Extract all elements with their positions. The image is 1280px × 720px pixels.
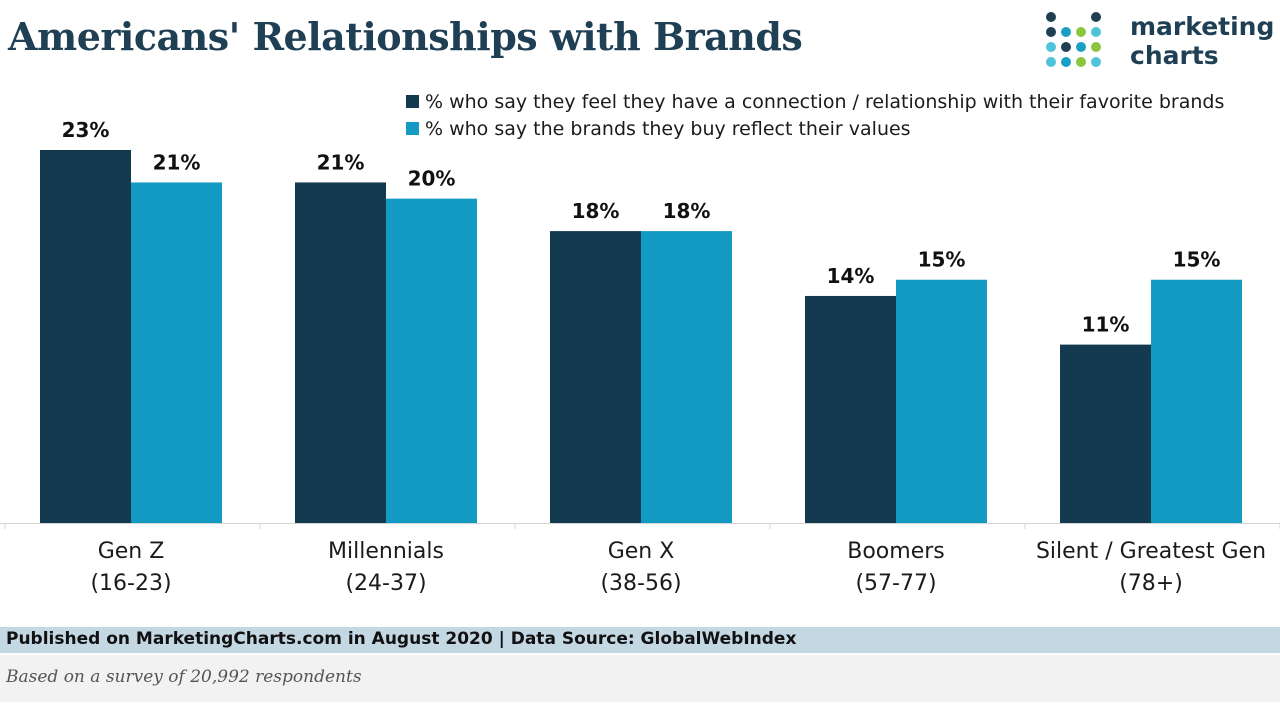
footer-note-bar: Based on a survey of 20,992 respondents	[0, 655, 1280, 702]
category-label-1: Millennials	[328, 539, 444, 564]
logo-dot	[1061, 42, 1071, 52]
marketing-charts-logo: marketing charts	[1044, 10, 1280, 76]
logo-line-1: marketing	[1130, 12, 1275, 41]
bar-values-1	[386, 198, 477, 524]
data-label-connection-4: 11%	[1082, 313, 1130, 337]
category-sublabel-1: (24-37)	[345, 571, 426, 596]
legend-item-connection: % who say they feel they have a connecti…	[406, 88, 1224, 115]
logo-dot	[1046, 42, 1056, 52]
category-label-3: Boomers	[847, 539, 945, 564]
logo-dot	[1076, 42, 1086, 52]
data-label-values-0: 21%	[153, 150, 201, 174]
data-label-connection-1: 21%	[317, 150, 365, 174]
logo-dot	[1091, 42, 1101, 52]
footer-source-bar: Published on MarketingCharts.com in Augu…	[0, 627, 1280, 653]
legend-label-values: % who say the brands they buy reflect th…	[425, 117, 911, 140]
bar-connection-3	[805, 295, 896, 523]
category-sublabel-3: (57-77)	[855, 571, 936, 596]
logo-dot	[1046, 27, 1056, 37]
logo-dot	[1046, 12, 1056, 22]
logo-dot	[1061, 57, 1071, 67]
data-label-connection-3: 14%	[827, 264, 875, 288]
data-label-values-1: 20%	[408, 167, 456, 191]
bar-connection-4	[1060, 344, 1151, 523]
data-label-connection-2: 18%	[572, 199, 620, 223]
category-label-2: Gen X	[608, 539, 675, 564]
bar-connection-1	[295, 182, 386, 523]
bar-values-2	[641, 231, 732, 523]
chart-legend: % who say they feel they have a connecti…	[406, 88, 1224, 142]
data-label-values-2: 18%	[663, 199, 711, 223]
logo-dot	[1091, 12, 1101, 22]
data-label-connection-0: 23%	[62, 118, 110, 142]
logo-dot	[1061, 27, 1071, 37]
footer-note: Based on a survey of 20,992 respondents	[6, 667, 362, 687]
chart-title: Americans' Relationships with Brands	[8, 14, 803, 59]
footer-source: Published on MarketingCharts.com in Augu…	[6, 629, 797, 649]
logo-dot	[1076, 27, 1086, 37]
category-label-0: Gen Z	[98, 539, 165, 564]
category-sublabel-2: (38-56)	[600, 571, 681, 596]
logo-dot	[1046, 57, 1056, 67]
bar-connection-2	[550, 231, 641, 523]
category-label-4: Silent / Greatest Gen	[1036, 539, 1266, 564]
bar-values-4	[1151, 279, 1242, 523]
bar-values-0	[131, 182, 222, 523]
category-sublabel-0: (16-23)	[90, 571, 171, 596]
logo-dot	[1076, 57, 1086, 67]
logo-line-2: charts	[1130, 41, 1219, 70]
data-label-values-3: 15%	[918, 248, 966, 272]
bar-connection-0	[40, 150, 131, 523]
legend-swatch-connection	[406, 95, 419, 108]
legend-item-values: % who say the brands they buy reflect th…	[406, 115, 1224, 142]
data-label-values-4: 15%	[1173, 248, 1221, 272]
bar-values-3	[896, 279, 987, 523]
logo-dots-icon	[1046, 12, 1101, 67]
logo-dot	[1091, 57, 1101, 67]
logo-dot	[1091, 27, 1101, 37]
logo-text: marketing charts	[1130, 12, 1274, 70]
bar-chart: 23% 21% Gen Z (16-23) 21% 20% Millennials (24-3…	[0, 118, 1280, 596]
category-sublabel-4: (78+)	[1119, 571, 1183, 596]
legend-swatch-values	[406, 122, 419, 135]
legend-label-connection: % who say they feel they have a connecti…	[425, 90, 1225, 113]
